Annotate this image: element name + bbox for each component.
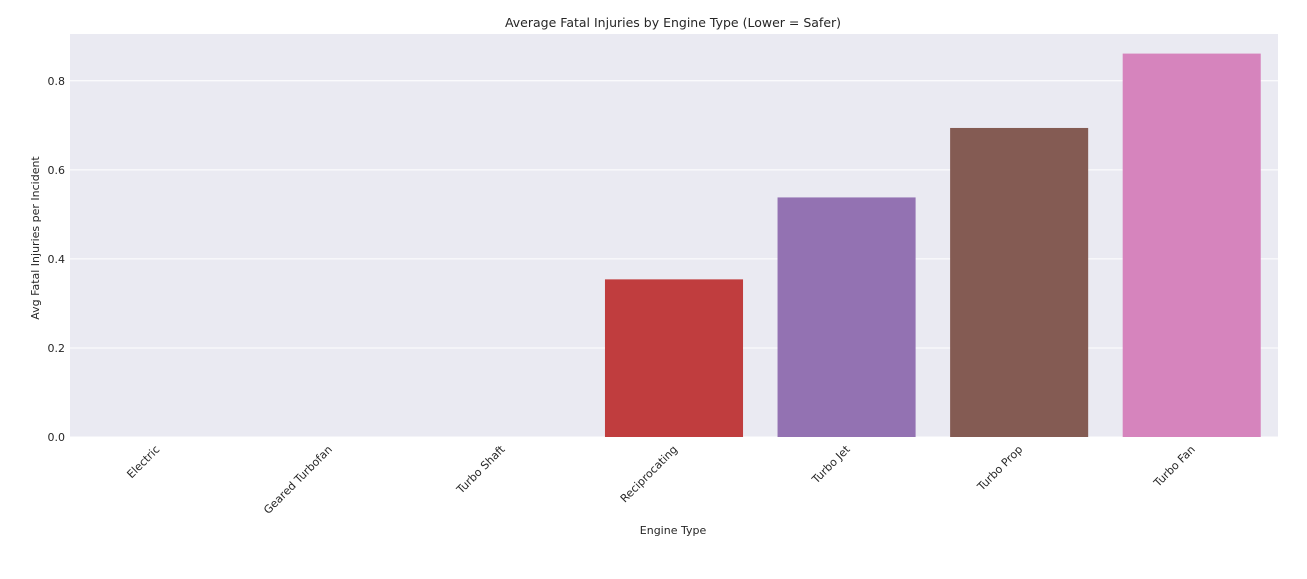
bar-turbo-jet [777,197,916,437]
bar-turbo-fan [1122,53,1261,437]
x-tick-label: Turbo Jet [809,442,853,486]
x-tick-label: Geared Turbofan [261,443,335,517]
y-tick-label: 0.6 [48,164,66,177]
bar-turbo-prop [950,127,1089,438]
x-tick-label: Turbo Fan [1151,443,1198,490]
bar-reciprocating [604,279,744,437]
x-tick-label: Turbo Prop [974,443,1025,494]
y-tick-label: 0.8 [48,75,66,88]
y-tick-label: 0.4 [48,253,66,266]
x-tick-label: Turbo Shaft [453,442,508,497]
y-tick-labels: 0.0 0.2 0.4 0.6 0.8 [48,75,66,444]
x-tick-label: Reciprocating [618,443,680,505]
x-tick-label: Electric [124,443,162,481]
bars [604,53,1261,438]
y-tick-label: 0.2 [48,342,66,355]
y-tick-label: 0.0 [48,431,66,444]
chart-title: Average Fatal Injuries by Engine Type (L… [505,15,841,30]
y-axis-label: Avg Fatal Injuries per Incident [29,156,42,320]
x-axis-label: Engine Type [640,524,707,537]
x-tick-labels: Electric Geared Turbofan Turbo Shaft Recipr… [124,442,1197,516]
